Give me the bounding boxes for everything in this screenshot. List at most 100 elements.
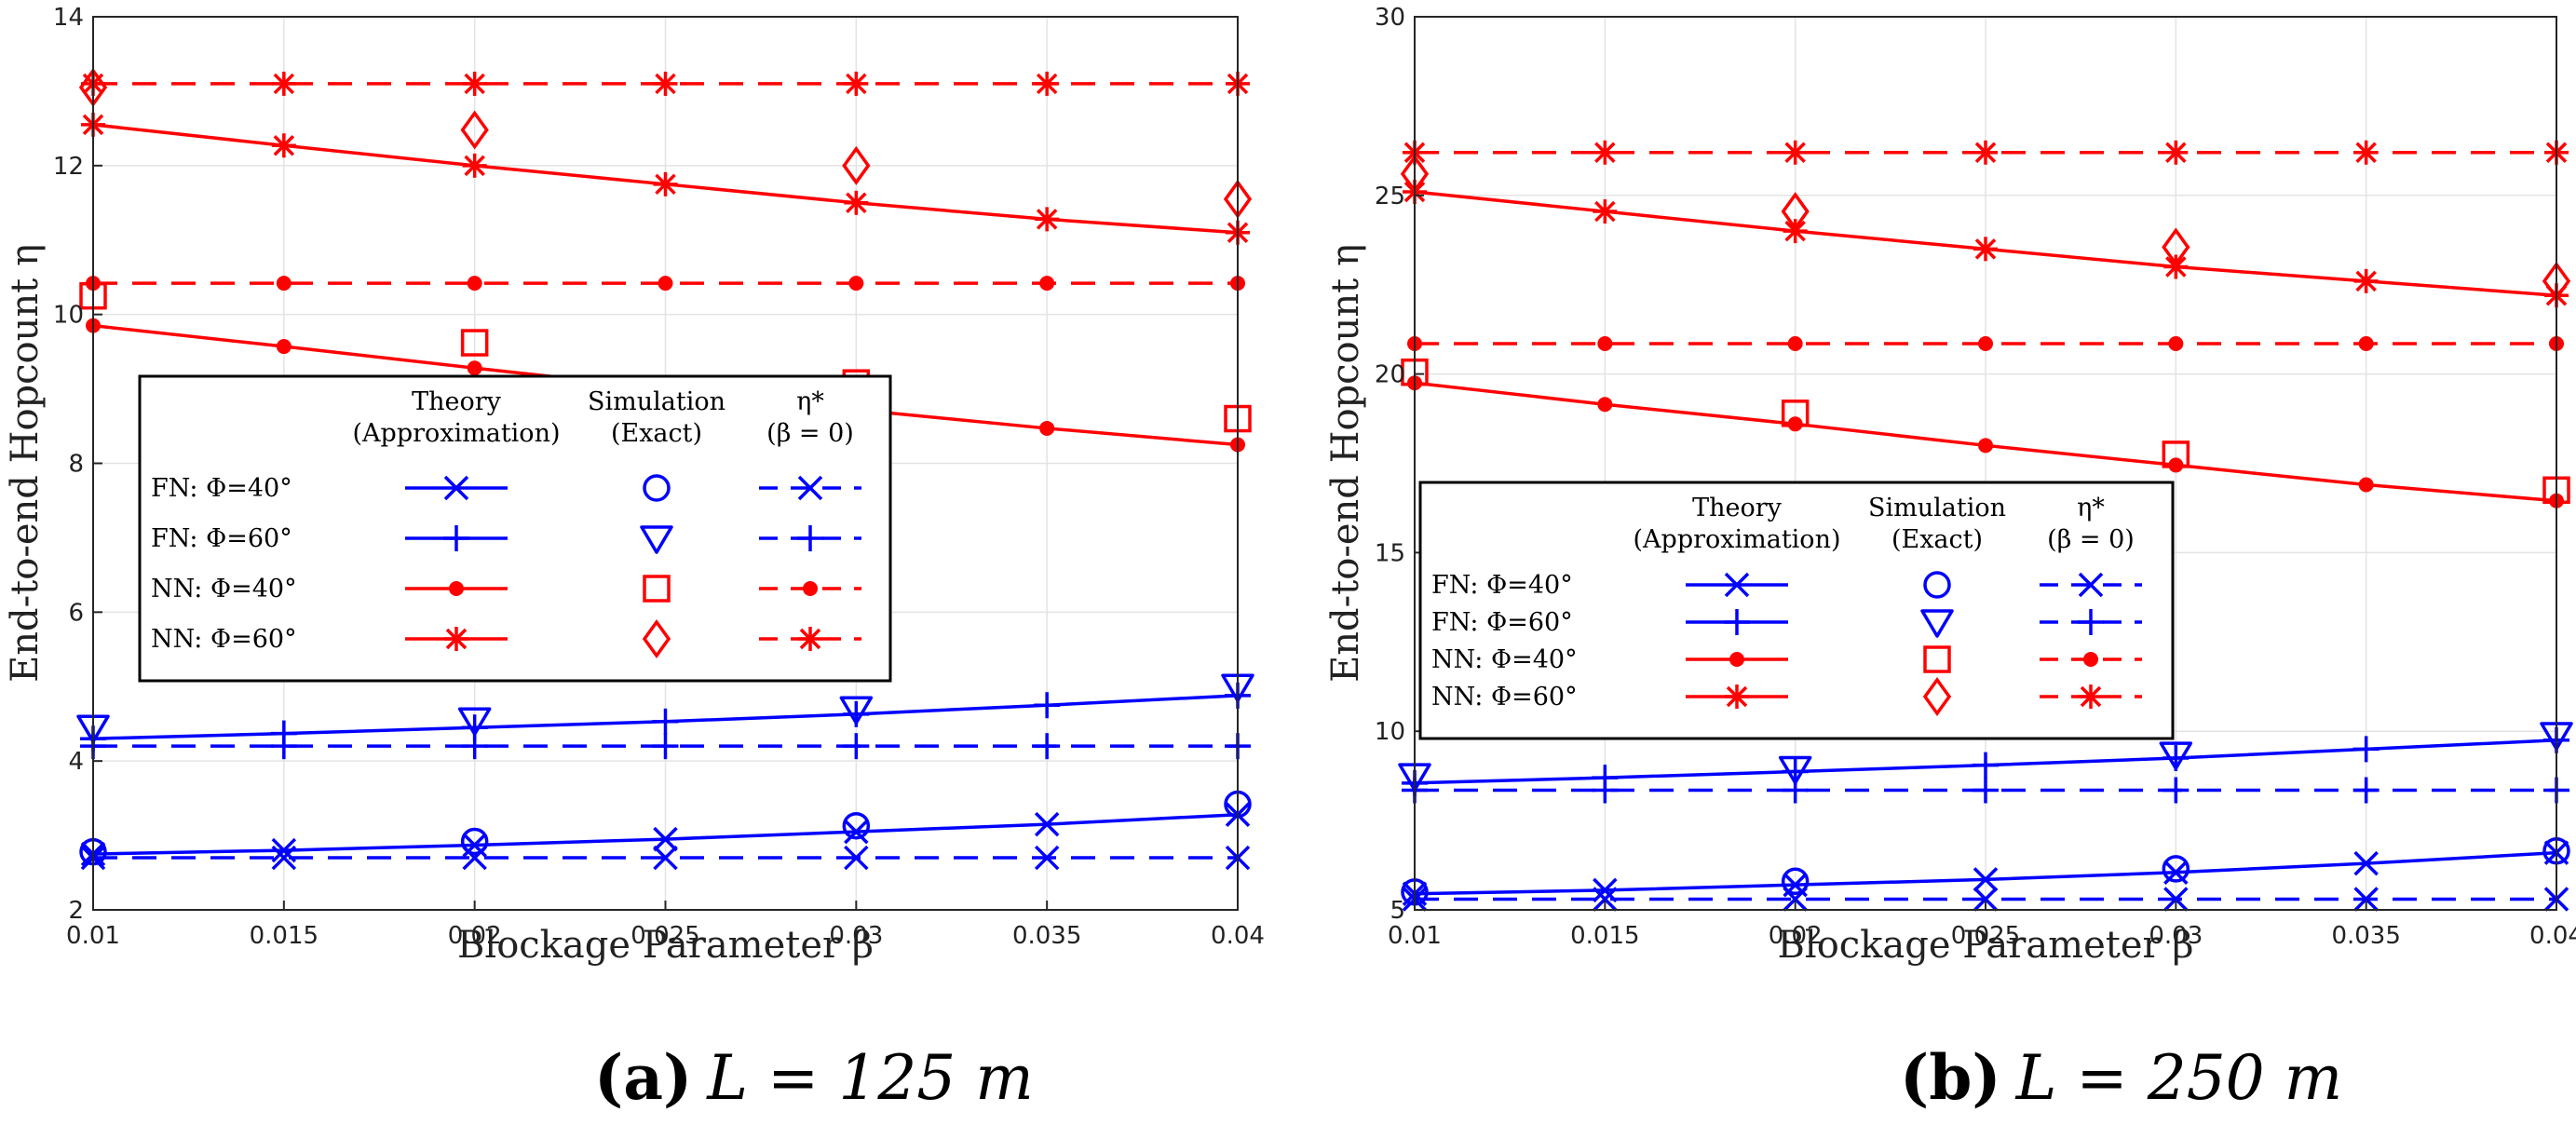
series-7-point-5-d bbox=[1036, 73, 1058, 95]
caption-a-math: L = 125 m bbox=[706, 1042, 1034, 1114]
series-7-point-1 bbox=[271, 71, 296, 96]
legend-opt-marker-1 bbox=[2078, 609, 2104, 635]
sim-0-point-2 bbox=[2162, 855, 2190, 883]
series-6-point-3-d bbox=[1974, 238, 1997, 260]
y-tick-label-3: 8 bbox=[68, 451, 84, 479]
panel-b: 0.01 0.015 0.02 0.025 0.03 0.035 0.04 5 10 15 20 25… bbox=[1324, 4, 2576, 967]
legend-opt-marker-0-b bbox=[2078, 572, 2104, 598]
x-tick-label-0: 0.01 bbox=[66, 922, 120, 950]
legend-header-2-line1: η* bbox=[2077, 494, 2105, 522]
series-3-point-4 bbox=[2162, 777, 2190, 804]
series-1-point-4-b bbox=[2163, 887, 2189, 912]
series-group bbox=[76, 67, 1254, 871]
legend-theory-marker-1 bbox=[443, 525, 469, 551]
series-6-point-4 bbox=[844, 190, 869, 215]
series-1-point-5-b bbox=[2353, 887, 2379, 912]
legend-label-0: FN: Φ=40° bbox=[151, 474, 292, 503]
series-5-point-1-a bbox=[276, 276, 291, 291]
series-1-point-4 bbox=[844, 845, 869, 871]
series-4-point-2-a bbox=[467, 360, 482, 376]
sim-2-point-2-a bbox=[2162, 441, 2190, 468]
legend-sim-marker-3 bbox=[642, 619, 671, 658]
legend-label-1: FN: Φ=60° bbox=[151, 524, 292, 553]
series-4-point-1-a bbox=[1597, 397, 1613, 413]
sim-0-point-1-a bbox=[460, 827, 489, 856]
series-7-point-3-d bbox=[1974, 142, 1997, 164]
series-1-point-5 bbox=[1034, 845, 1060, 871]
series-0-point-5-b bbox=[1034, 811, 1060, 837]
sim-3-point-2 bbox=[2162, 227, 2190, 267]
legend-opt-marker-0-b bbox=[797, 475, 823, 501]
series-6-point-3 bbox=[1973, 237, 1998, 262]
series-7-point-2-d bbox=[464, 73, 485, 95]
series-7-point-3 bbox=[1973, 140, 1998, 165]
y-tick-label-5: 12 bbox=[53, 153, 84, 181]
series-4-point-5-a bbox=[2358, 477, 2374, 493]
series-0-point-1-b bbox=[1593, 877, 1618, 903]
x-axis-label: Blockage Parameter β bbox=[457, 924, 874, 967]
legend-opt-marker-1 bbox=[797, 525, 823, 551]
sim-0-point-2-a bbox=[2162, 855, 2190, 883]
x-tick-label-3: 0.025 bbox=[1951, 922, 2020, 950]
x-tick-label-6: 0.04 bbox=[1211, 922, 1265, 950]
sim-3-point-2 bbox=[842, 145, 871, 185]
legend-label-3: NN: Φ=60° bbox=[1431, 683, 1578, 712]
series-4-point-5-a bbox=[1039, 420, 1055, 436]
series-4-point-1 bbox=[1597, 397, 1613, 413]
sim-0-point-1 bbox=[460, 827, 489, 856]
series-5-point-3-a bbox=[1978, 335, 1993, 351]
legend-opt-marker-2 bbox=[803, 581, 818, 596]
sim-1-point-1 bbox=[457, 707, 492, 736]
series-1-point-3-b bbox=[653, 845, 678, 871]
x-tick-label-1: 0.015 bbox=[1570, 922, 1639, 950]
series-5-point-5 bbox=[2358, 335, 2374, 351]
sim-0-point-1 bbox=[1781, 867, 1810, 896]
legend-opt-marker-2-a bbox=[803, 581, 818, 596]
series-1-point-3 bbox=[1973, 887, 1999, 912]
series-1-point-5 bbox=[2353, 887, 2379, 912]
series-6-point-1-d bbox=[273, 135, 295, 156]
series-5-point-1 bbox=[1597, 335, 1613, 351]
legend-theory-marker-0 bbox=[443, 475, 469, 501]
series-0-point-3-b bbox=[653, 826, 678, 852]
series-6-point-4-d bbox=[846, 192, 867, 214]
series-5-point-4 bbox=[848, 276, 864, 291]
series-5-point-4-a bbox=[848, 276, 864, 291]
series-6-point-5 bbox=[1035, 207, 1060, 232]
legend-header-1-line1: Simulation bbox=[1868, 494, 2006, 522]
sim-2-point-1-a bbox=[460, 329, 489, 357]
panel-a: 0.01 0.015 0.02 0.025 0.03 0.035 0.04 2 4 6 8 10 12 1… bbox=[4, 4, 1265, 967]
x-tick-label-4: 0.03 bbox=[829, 922, 883, 950]
legend-opt-marker-0 bbox=[797, 475, 823, 501]
x-tick-label-3: 0.025 bbox=[630, 922, 699, 950]
legend-sim-marker-2-a bbox=[1923, 645, 1951, 673]
series-6-point-1 bbox=[1593, 199, 1618, 224]
series-4-point-3 bbox=[1978, 438, 1993, 454]
series-4-point-2 bbox=[467, 360, 482, 376]
legend-opt-marker-3-d bbox=[2080, 685, 2102, 708]
legend-header-1-line2: (Exact) bbox=[1891, 525, 1983, 554]
sim-1-point-1 bbox=[1778, 755, 1812, 785]
x-tick-label-2: 0.02 bbox=[1769, 922, 1823, 950]
legend-sim-marker-3 bbox=[1922, 677, 1952, 716]
sim-1-point-1-a bbox=[1778, 755, 1812, 785]
series-3-point-3 bbox=[652, 733, 679, 760]
legend-sim-marker-0 bbox=[643, 474, 671, 502]
legend-opt-marker-3-d bbox=[799, 628, 821, 650]
y-axis-label: End-to-end Hopcount η bbox=[4, 244, 47, 683]
legend-theory-marker-0-b bbox=[443, 475, 469, 501]
y-axis-label: End-to-end Hopcount η bbox=[1324, 244, 1367, 683]
series-7-point-1-d bbox=[273, 73, 295, 95]
series-6-point-5-d bbox=[1036, 209, 1058, 230]
x-tick-label-1: 0.015 bbox=[250, 922, 319, 950]
legend-theory-marker-2 bbox=[449, 581, 464, 596]
series-6-point-5-d bbox=[2355, 270, 2377, 292]
series-7-point-5-d bbox=[2355, 142, 2377, 164]
series-0-point-5-b bbox=[2353, 850, 2379, 876]
legend-theory-marker-3-d bbox=[445, 628, 468, 650]
series-7-point-4 bbox=[844, 71, 869, 96]
series-2-point-3 bbox=[1973, 752, 1999, 779]
series-5-point-5-a bbox=[1039, 276, 1055, 291]
legend-sim-marker-0 bbox=[1923, 571, 1951, 599]
sim-2-point-1-a bbox=[1781, 400, 1810, 427]
